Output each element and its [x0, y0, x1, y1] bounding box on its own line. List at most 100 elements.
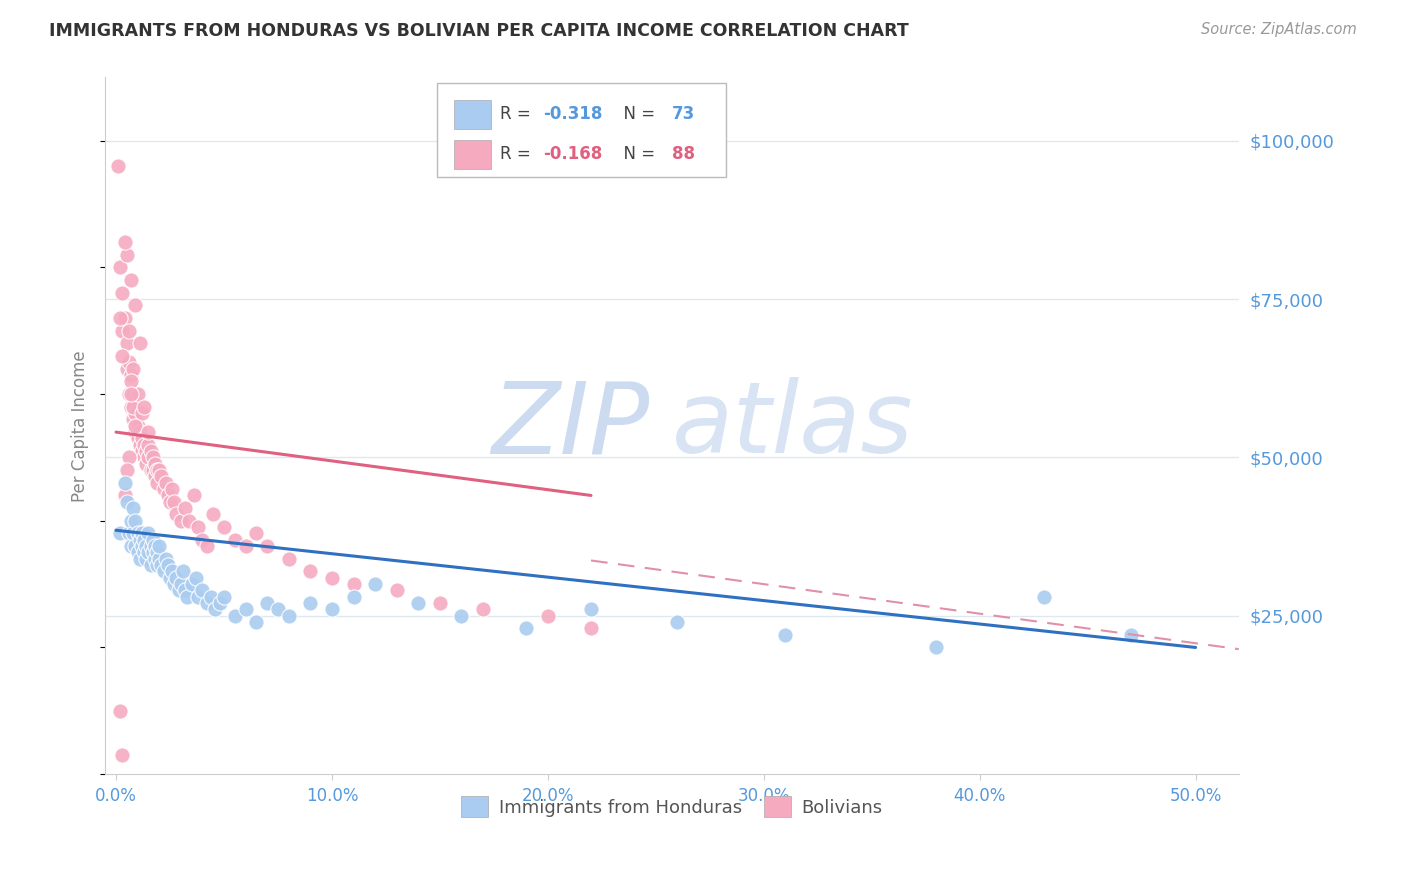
- Text: -0.168: -0.168: [543, 145, 602, 163]
- Point: [450, 608, 472, 623]
- Point: [128, 551, 150, 566]
- Point: [115, 463, 138, 477]
- Point: [321, 571, 343, 585]
- Point: [127, 526, 149, 541]
- Point: [143, 551, 166, 566]
- Point: [167, 583, 190, 598]
- Point: [128, 533, 150, 547]
- Point: [127, 387, 149, 401]
- Point: [256, 596, 278, 610]
- Text: R =: R =: [499, 145, 536, 163]
- Point: [115, 495, 138, 509]
- Point: [124, 298, 146, 312]
- Point: [132, 438, 155, 452]
- Point: [267, 602, 290, 616]
- Point: [139, 444, 162, 458]
- Point: [131, 526, 153, 541]
- Point: [135, 551, 157, 566]
- Point: [160, 482, 183, 496]
- Point: [148, 539, 170, 553]
- Point: [235, 539, 257, 553]
- Point: [142, 533, 165, 547]
- Point: [138, 450, 160, 465]
- Point: [138, 425, 160, 439]
- Point: [245, 526, 267, 541]
- Point: [128, 336, 150, 351]
- Text: Source: ZipAtlas.com: Source: ZipAtlas.com: [1201, 22, 1357, 37]
- Point: [127, 432, 149, 446]
- Point: [245, 615, 267, 629]
- Point: [128, 438, 150, 452]
- Point: [163, 495, 186, 509]
- Point: [111, 748, 134, 763]
- Point: [515, 622, 537, 636]
- Point: [299, 596, 322, 610]
- Point: [138, 438, 160, 452]
- Point: [118, 387, 141, 401]
- Point: [146, 463, 169, 477]
- Point: [143, 469, 166, 483]
- Point: [138, 526, 160, 541]
- Point: [143, 539, 166, 553]
- Point: [110, 704, 132, 718]
- Point: [131, 539, 153, 553]
- Point: [115, 248, 138, 262]
- FancyBboxPatch shape: [454, 140, 491, 169]
- Point: [111, 324, 134, 338]
- Point: [124, 425, 146, 439]
- Point: [299, 565, 322, 579]
- Point: [163, 577, 186, 591]
- Point: [472, 602, 495, 616]
- Point: [124, 514, 146, 528]
- Point: [128, 425, 150, 439]
- Point: [111, 349, 134, 363]
- Text: R =: R =: [499, 105, 536, 123]
- Point: [174, 583, 197, 598]
- Point: [342, 577, 364, 591]
- Point: [156, 488, 179, 502]
- Point: [385, 583, 408, 598]
- Point: [120, 400, 142, 414]
- Point: [110, 260, 132, 275]
- Point: [152, 565, 174, 579]
- Point: [122, 412, 145, 426]
- Point: [579, 622, 602, 636]
- Point: [204, 602, 226, 616]
- Point: [224, 608, 246, 623]
- Text: IMMIGRANTS FROM HONDURAS VS BOLIVIAN PER CAPITA INCOME CORRELATION CHART: IMMIGRANTS FROM HONDURAS VS BOLIVIAN PER…: [49, 22, 908, 40]
- Point: [131, 444, 153, 458]
- Point: [138, 545, 160, 559]
- Point: [155, 475, 177, 490]
- Text: 73: 73: [672, 105, 695, 123]
- Point: [124, 418, 146, 433]
- Point: [131, 406, 153, 420]
- Point: [159, 571, 181, 585]
- Point: [183, 488, 205, 502]
- Point: [166, 571, 188, 585]
- Point: [170, 577, 193, 591]
- Point: [212, 590, 235, 604]
- Point: [114, 235, 136, 249]
- Point: [118, 324, 141, 338]
- Point: [191, 583, 214, 598]
- Point: [277, 551, 299, 566]
- Point: [139, 463, 162, 477]
- Point: [148, 551, 170, 566]
- Point: [146, 558, 169, 573]
- Text: N =: N =: [613, 145, 661, 163]
- Text: atlas: atlas: [672, 377, 914, 475]
- Point: [156, 558, 179, 573]
- Point: [342, 590, 364, 604]
- Point: [114, 475, 136, 490]
- Point: [195, 539, 218, 553]
- Point: [1119, 628, 1142, 642]
- Point: [120, 368, 142, 383]
- Point: [170, 514, 193, 528]
- Point: [127, 545, 149, 559]
- Point: [579, 602, 602, 616]
- Point: [120, 514, 142, 528]
- Point: [124, 539, 146, 553]
- Point: [166, 508, 188, 522]
- Point: [135, 539, 157, 553]
- Point: [120, 387, 142, 401]
